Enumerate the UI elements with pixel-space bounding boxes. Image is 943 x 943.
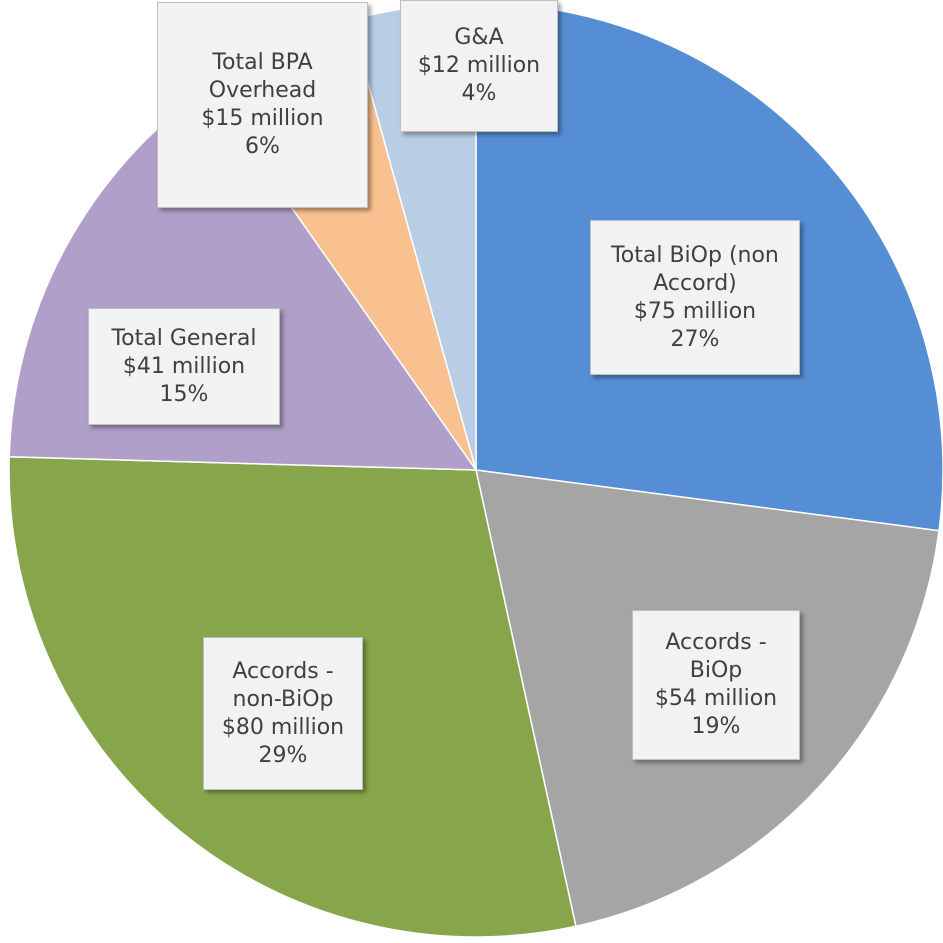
slice-percent: 19% bbox=[691, 714, 741, 739]
slice-percent: 15% bbox=[159, 381, 209, 407]
slice-name: Accords - non-BiOp bbox=[232, 658, 334, 712]
data-label: Total BiOp (non Accord) $75 million 27% bbox=[590, 220, 800, 375]
slice-name: Total BiOp (non Accord) bbox=[611, 242, 779, 296]
slice-amount: $80 million bbox=[221, 714, 345, 740]
slice-amount: $75 million bbox=[633, 298, 757, 324]
slice-name: G&A bbox=[454, 25, 504, 50]
data-label: Accords - non-BiOp $80 million 29% bbox=[203, 637, 363, 790]
slice-name: Total BPA Overhead bbox=[208, 50, 317, 103]
slice-percent: 29% bbox=[258, 742, 308, 768]
slice-amount: $15 million bbox=[201, 106, 324, 131]
data-label: Accords - BiOp $54 million 19% bbox=[632, 610, 800, 760]
slice-name: Total General bbox=[111, 325, 257, 351]
slice-percent: 27% bbox=[670, 326, 720, 352]
slice-amount: $12 million bbox=[417, 53, 541, 78]
slice-percent: 6% bbox=[245, 134, 280, 159]
slice-amount: $54 million bbox=[654, 686, 778, 711]
data-label: Total General $41 million 15% bbox=[88, 308, 280, 425]
slice-name: Accords - BiOp bbox=[665, 630, 767, 683]
data-label: G&A $12 million 4% bbox=[400, 0, 558, 132]
slice-amount: $41 million bbox=[122, 353, 246, 379]
slice-percent: 4% bbox=[461, 81, 497, 106]
data-label: Total BPA Overhead $15 million 6% bbox=[157, 2, 368, 208]
